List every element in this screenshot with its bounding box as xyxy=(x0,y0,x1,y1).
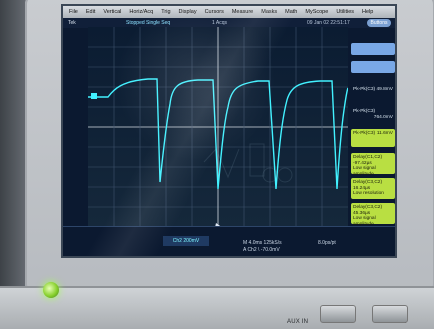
meas-1: Pk-Pk(C3) 49.8mV xyxy=(351,85,395,103)
menu-help[interactable]: Help xyxy=(362,9,374,15)
meas-3-value: 11.6mV xyxy=(376,131,393,136)
menu-utilities[interactable]: Utilities xyxy=(336,9,355,15)
channel-scale: 200mV xyxy=(183,238,200,244)
channel-name: Ch2 xyxy=(172,238,182,244)
buttons-button[interactable]: Buttons xyxy=(367,19,391,27)
menu-vertical[interactable]: Vertical xyxy=(103,9,122,15)
meas-4-value: -97.42µs xyxy=(353,160,372,166)
scope-mode: Tek xyxy=(68,20,76,26)
meas-1-value: 49.8mV xyxy=(376,87,393,92)
waveform-plot xyxy=(88,27,348,228)
meas-5: Delay(C3,C2) 16.24µs Low resolution xyxy=(351,178,395,199)
blue-indicator-2 xyxy=(351,61,395,73)
acq-count: 1 Acqs xyxy=(212,20,228,26)
meas-5-note: Low resolution xyxy=(353,191,384,196)
meas-4-label: Delay(C1,C2) xyxy=(353,155,383,160)
plot-grid xyxy=(88,27,348,228)
menu-math[interactable]: Math xyxy=(285,9,298,15)
waveform-trace xyxy=(88,78,348,190)
channel-badge: Ch2 200mV xyxy=(163,236,209,246)
menu-horiz-acq[interactable]: Horiz/Acq xyxy=(129,9,154,15)
menu-measure[interactable]: Measure xyxy=(231,9,254,15)
meas-2-value: 764.0mV xyxy=(373,114,393,120)
menu-cursors[interactable]: Cursors xyxy=(204,9,224,15)
menu-bar: File Edit Vertical Horiz/Acq Trig Displa… xyxy=(63,6,395,18)
power-led-icon xyxy=(43,282,59,298)
timebase-readout: M 4.0ms 125kS/s xyxy=(243,240,282,246)
acquisition-status: Stopped Single Seq xyxy=(126,20,171,26)
blue-indicator-1 xyxy=(351,43,395,55)
ghost-reflection xyxy=(203,143,293,183)
status-bar: Tek Stopped Single Seq 1 Acqs 09 Jan 02 … xyxy=(63,18,395,28)
scope-bottom-bar: Ch2 200mV M 4.0ms 125kS/s A Ch2 \ -70.0m… xyxy=(63,226,395,256)
menu-file[interactable]: File xyxy=(69,9,78,15)
oscilloscope-screen: File Edit Vertical Horiz/Acq Trig Displa… xyxy=(61,4,397,258)
menu-edit[interactable]: Edit xyxy=(85,9,96,15)
meas-6-value: 45.36µs xyxy=(353,210,371,216)
meas-6-note: Low signal amplitude xyxy=(353,216,376,227)
trigger-marker xyxy=(91,93,97,99)
meas-4: Delay(C1,C2) -97.42µs Low signal amplitu… xyxy=(351,153,395,177)
trigger-readout: A Ch2 \ -70.0mV xyxy=(243,247,280,253)
scope-date: 09 Jan 02 22:51:17 xyxy=(307,20,350,26)
measurement-panel: Pk-Pk(C3) 49.8mV Pk-Pk(C3) 764.0mV Pk-Pk… xyxy=(351,27,395,237)
front-knob-1[interactable] xyxy=(320,305,356,323)
front-panel-bottom xyxy=(0,286,434,329)
meas-5-value: 16.24µs xyxy=(353,185,371,191)
menu-myscope[interactable]: MyScope xyxy=(305,9,329,15)
meas-2: Pk-Pk(C3) 764.0mV xyxy=(351,107,395,125)
aux-in-label: AUX IN xyxy=(287,319,309,325)
meas-6-label: Delay(C3,C2) xyxy=(353,205,383,210)
menu-trig[interactable]: Trig xyxy=(161,9,171,15)
meas-5-label: Delay(C3,C2) xyxy=(353,180,383,185)
menu-masks[interactable]: Masks xyxy=(261,9,278,15)
meas-2-label: Pk-Pk(C3) xyxy=(353,109,376,114)
meas-3-label: Pk-Pk(C3) xyxy=(353,131,376,136)
menu-display[interactable]: Display xyxy=(178,9,197,15)
meas-3: Pk-Pk(C3) 11.6mV xyxy=(351,129,395,147)
meas-1-label: Pk-Pk(C3) xyxy=(353,87,376,92)
meas-4-note: Low signal amplitude xyxy=(353,166,376,177)
meas-6: Delay(C3,C2) 45.36µs Low signal amplitud… xyxy=(351,203,395,227)
front-knob-2[interactable] xyxy=(372,305,408,323)
sample-readout: 8.0ps/pt xyxy=(318,240,336,246)
